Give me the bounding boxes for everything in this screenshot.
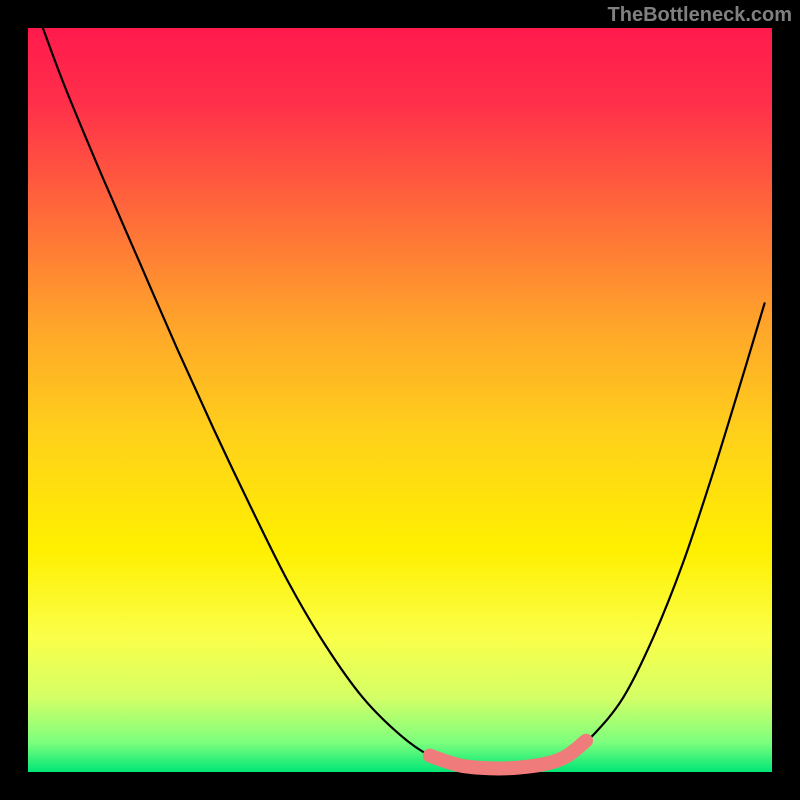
watermark-text: TheBottleneck.com: [608, 4, 792, 27]
chart-container: TheBottleneck.com: [0, 0, 800, 800]
plot-area: [28, 28, 772, 772]
bottleneck-chart-svg: [0, 0, 800, 800]
